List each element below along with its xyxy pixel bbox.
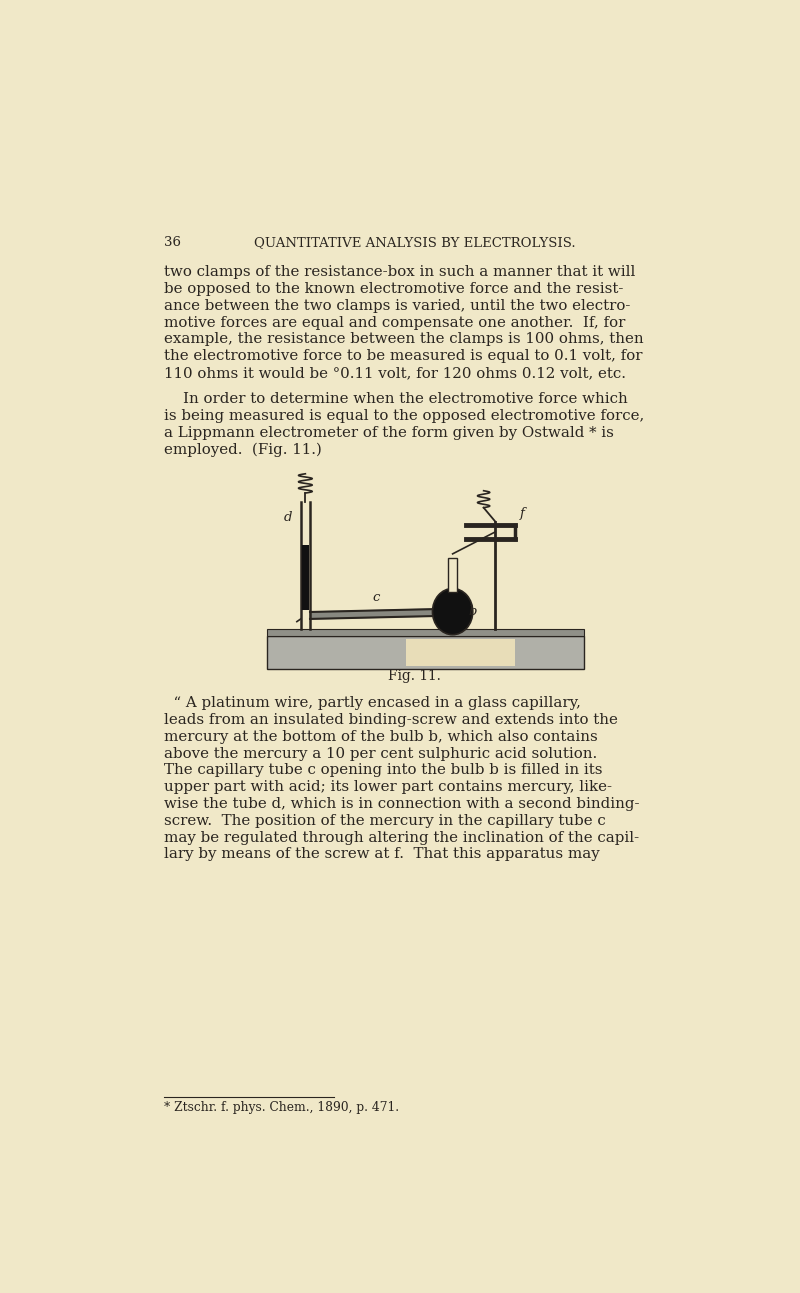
Text: a Lippmann electrometer of the form given by Ostwald * is: a Lippmann electrometer of the form give… [163, 425, 614, 440]
Bar [448, 557, 458, 592]
Text: “ A platinum wire, partly encased in a glass capillary,: “ A platinum wire, partly encased in a g… [163, 697, 581, 710]
Text: two clamps of the resistance-box in such a manner that it will: two clamps of the resistance-box in such… [163, 265, 635, 279]
Text: be opposed to the known electromotive force and the resist-: be opposed to the known electromotive fo… [163, 282, 623, 296]
Text: wise the tube d, which is in connection with a second binding-: wise the tube d, which is in connection … [163, 796, 639, 811]
Text: c: c [373, 591, 380, 604]
Text: Fig. 11.: Fig. 11. [388, 670, 441, 684]
Text: 110 ohms it would be °0.11 volt, for 120 ohms 0.12 volt, etc.: 110 ohms it would be °0.11 volt, for 120… [163, 366, 626, 380]
Bar [266, 636, 584, 668]
Text: ance between the two clamps is varied, until the two electro-: ance between the two clamps is varied, u… [163, 299, 630, 313]
Text: QUANTITATIVE ANALYSIS BY ELECTROLYSIS.: QUANTITATIVE ANALYSIS BY ELECTROLYSIS. [254, 237, 575, 250]
Text: may be regulated through altering the inclination of the capil-: may be regulated through altering the in… [163, 830, 638, 844]
Text: motive forces are equal and compensate one another.  If, for: motive forces are equal and compensate o… [163, 315, 625, 330]
Polygon shape [310, 609, 442, 619]
Text: The capillary tube c opening into the bulb b is filled in its: The capillary tube c opening into the bu… [163, 763, 602, 777]
Text: the electromotive force to be measured is equal to 0.1 volt, for: the electromotive force to be measured i… [163, 349, 642, 363]
Text: f: f [520, 507, 525, 520]
Text: leads from an insulated binding-screw and extends into the: leads from an insulated binding-screw an… [163, 714, 618, 727]
Text: above the mercury a 10 per cent sulphuric acid solution.: above the mercury a 10 per cent sulphuri… [163, 746, 597, 760]
Text: d: d [284, 511, 293, 524]
Text: 36: 36 [163, 237, 181, 250]
Bar [302, 544, 310, 610]
Text: example, the resistance between the clamps is 100 ohms, then: example, the resistance between the clam… [163, 332, 643, 347]
Text: b: b [468, 605, 477, 618]
Bar [406, 639, 514, 666]
Text: * Ztschr. f. phys. Chem., 1890, p. 471.: * Ztschr. f. phys. Chem., 1890, p. 471. [163, 1100, 398, 1113]
Text: mercury at the bottom of the bulb b, which also contains: mercury at the bottom of the bulb b, whi… [163, 729, 598, 743]
Text: screw.  The position of the mercury in the capillary tube c: screw. The position of the mercury in th… [163, 813, 606, 828]
Text: employed.  (Fig. 11.): employed. (Fig. 11.) [163, 442, 322, 456]
Text: In order to determine when the electromotive force which: In order to determine when the electromo… [163, 392, 627, 406]
Text: upper part with acid; its lower part contains mercury, like-: upper part with acid; its lower part con… [163, 780, 611, 794]
Text: is being measured is equal to the opposed electromotive force,: is being measured is equal to the oppose… [163, 409, 644, 423]
Text: lary by means of the screw at f.  That this apparatus may: lary by means of the screw at f. That th… [163, 847, 599, 861]
Bar [266, 630, 584, 636]
Ellipse shape [433, 588, 473, 635]
